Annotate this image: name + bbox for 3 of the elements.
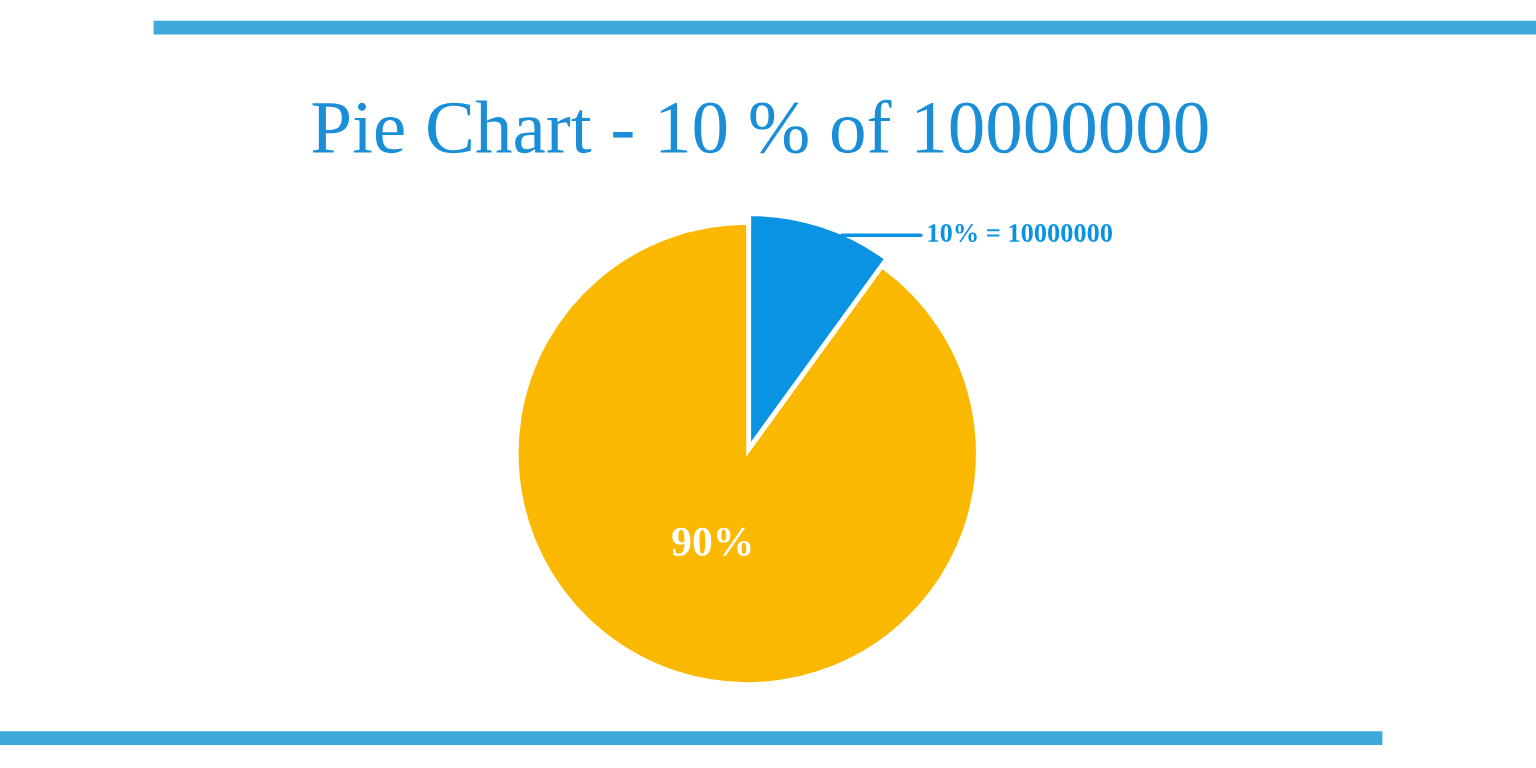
data-label: 90%	[672, 527, 751, 556]
data-label: 10% = 10000000	[928, 224, 1112, 242]
chart-title: Pie Chart - 10 % of 10000000	[312, 99, 1208, 154]
